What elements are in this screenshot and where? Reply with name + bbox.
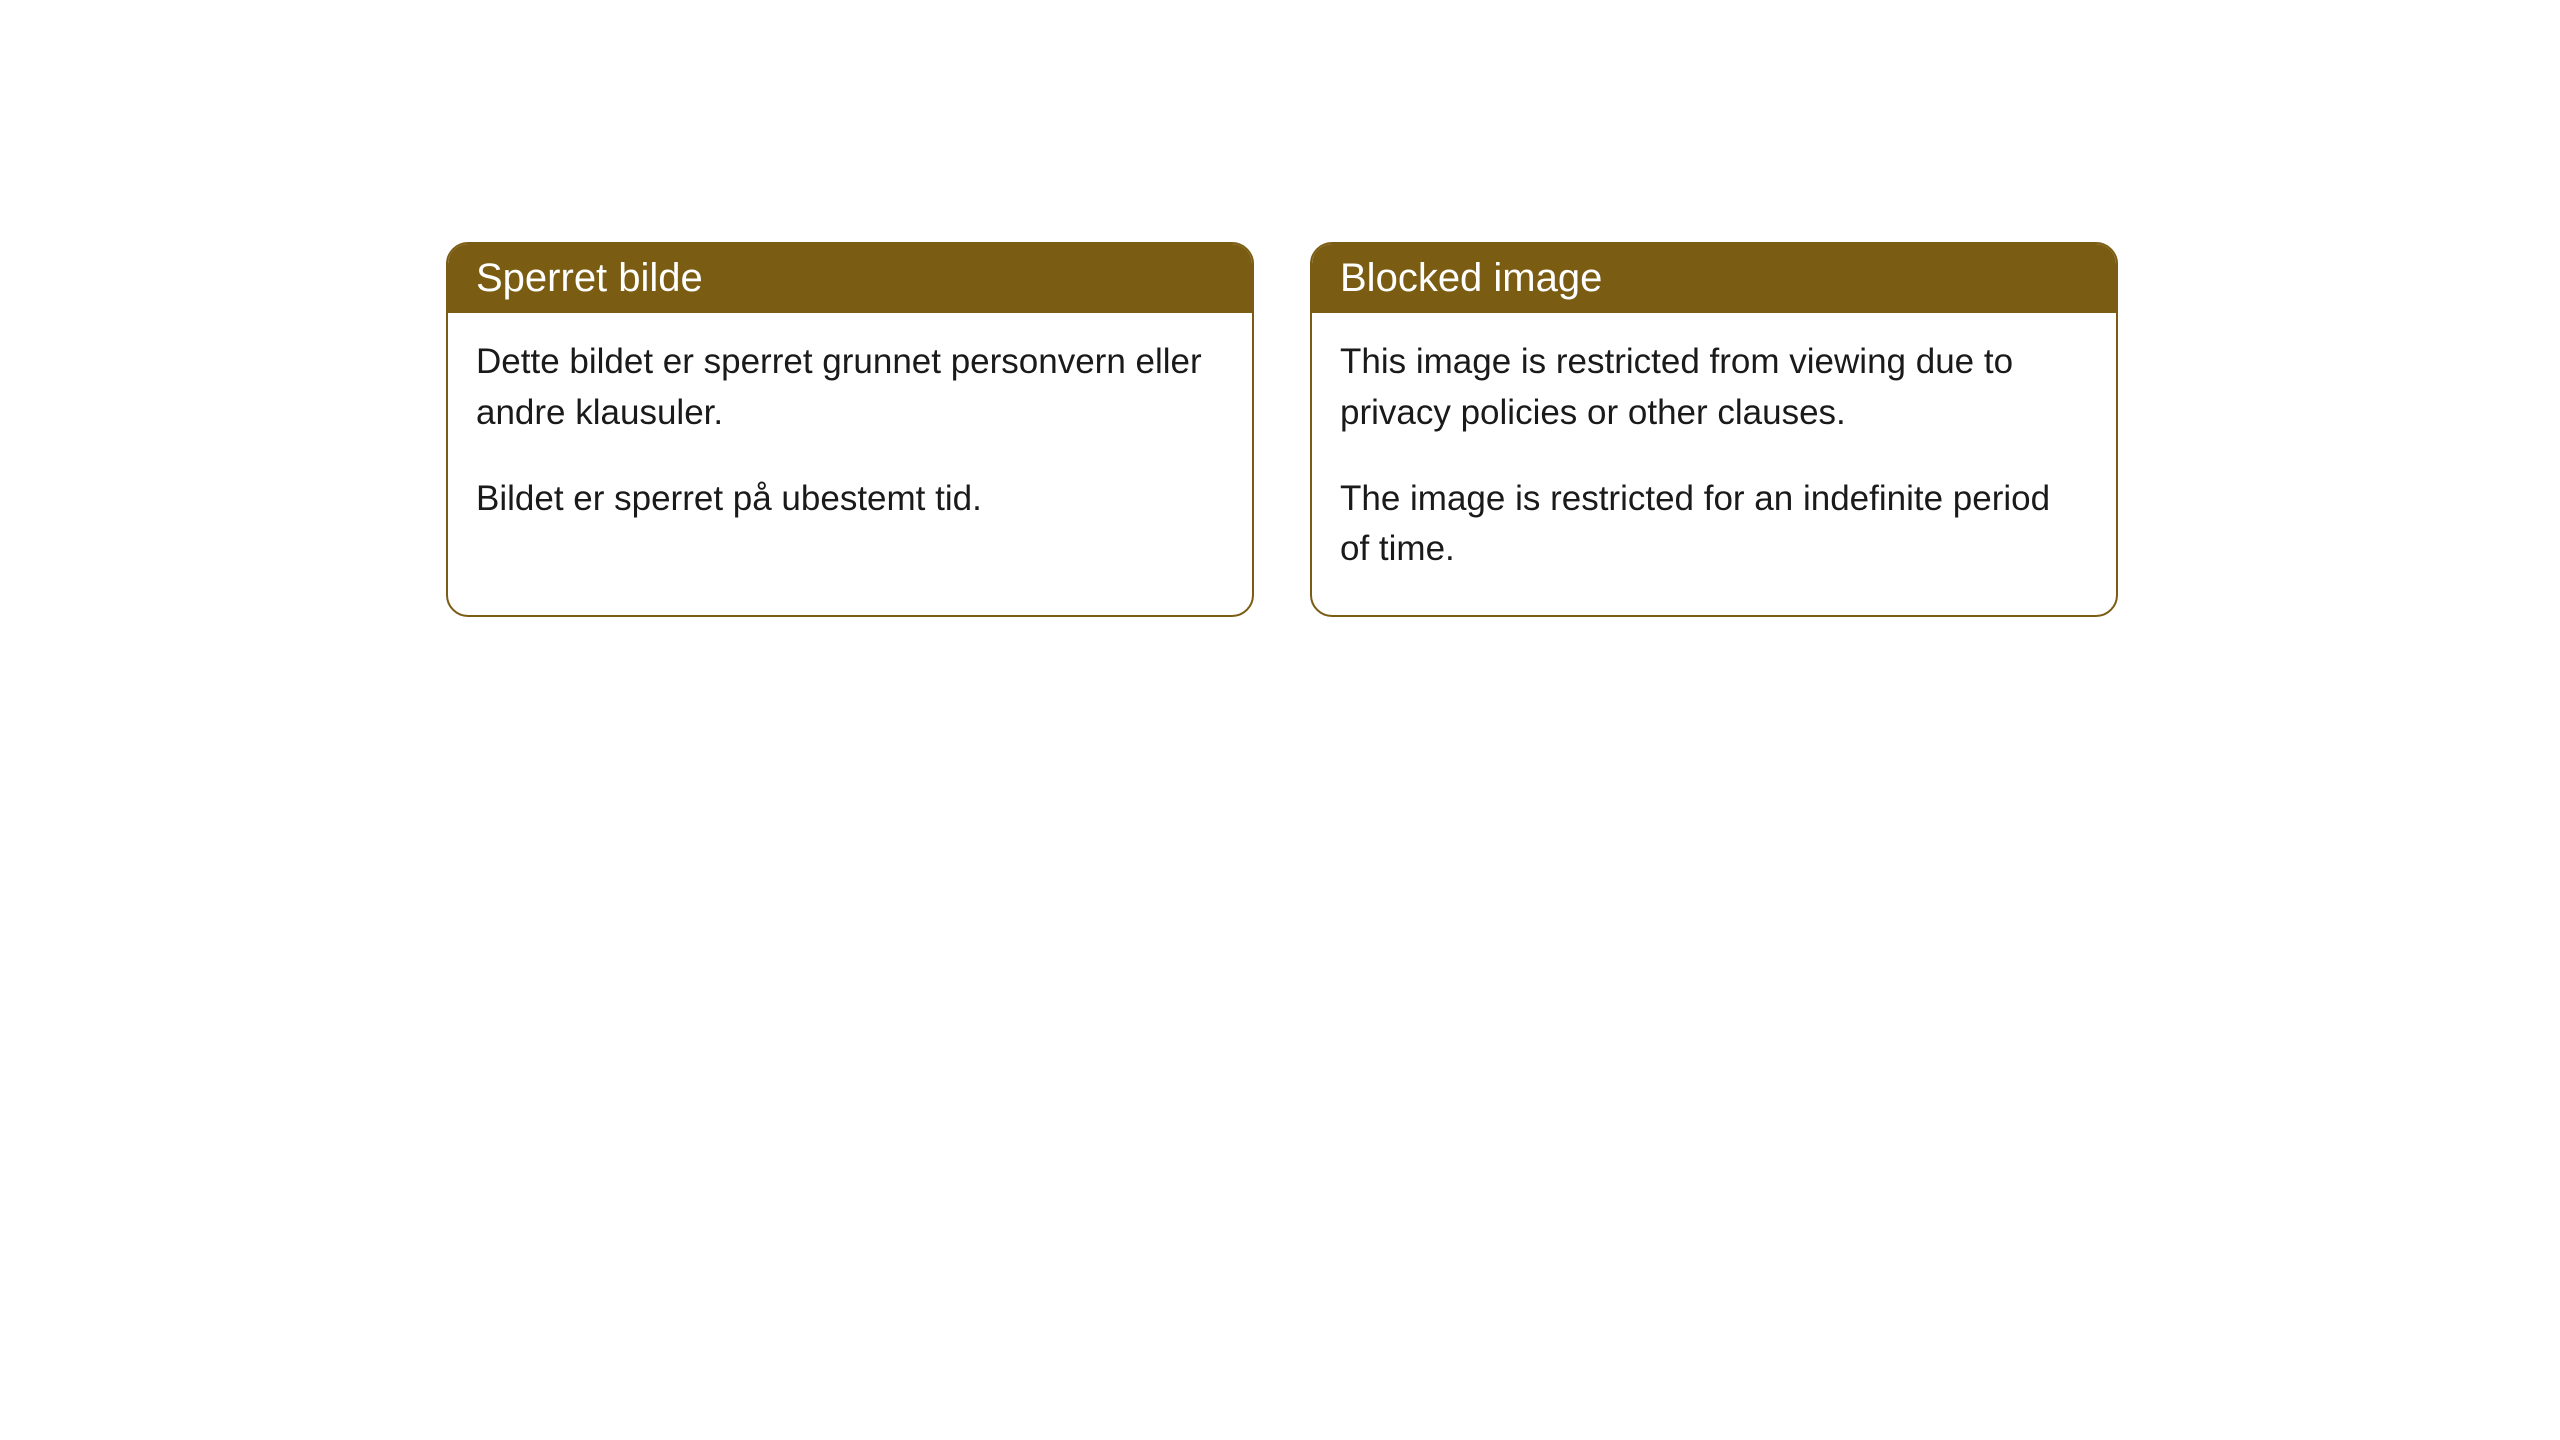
card-header-no: Sperret bilde bbox=[448, 244, 1252, 313]
card-paragraph: This image is restricted from viewing du… bbox=[1340, 337, 2088, 439]
card-body-no: Dette bildet er sperret grunnet personve… bbox=[448, 313, 1252, 564]
card-paragraph: The image is restricted for an indefinit… bbox=[1340, 474, 2088, 576]
card-paragraph: Dette bildet er sperret grunnet personve… bbox=[476, 337, 1224, 439]
card-paragraph: Bildet er sperret på ubestemt tid. bbox=[476, 474, 1224, 525]
card-header-en: Blocked image bbox=[1312, 244, 2116, 313]
card-body-en: This image is restricted from viewing du… bbox=[1312, 313, 2116, 615]
notice-card-no: Sperret bilde Dette bildet er sperret gr… bbox=[446, 242, 1254, 617]
notice-container: Sperret bilde Dette bildet er sperret gr… bbox=[0, 0, 2560, 617]
notice-card-en: Blocked image This image is restricted f… bbox=[1310, 242, 2118, 617]
